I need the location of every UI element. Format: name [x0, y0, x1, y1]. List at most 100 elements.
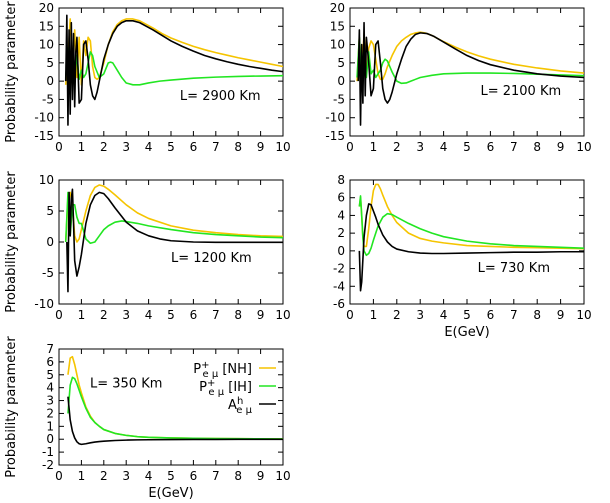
- x-tick-label: 1: [78, 308, 86, 322]
- x-tick-label: 2: [100, 140, 108, 154]
- y-tick-label: 6: [46, 355, 54, 369]
- y-tick-label: -5: [42, 92, 54, 106]
- panel-label: L= 1200 Km: [171, 251, 252, 266]
- y-tick-label: 4: [337, 208, 345, 222]
- x-tick-label: 5: [463, 140, 471, 154]
- y-tick-label: -5: [42, 266, 54, 280]
- y-tick-label: 5: [46, 56, 54, 70]
- y-tick-label: 20: [330, 1, 345, 15]
- series-group: [358, 183, 584, 292]
- x-tick-label: 7: [510, 308, 518, 322]
- x-tick-label: 3: [122, 140, 130, 154]
- panel-label: L= 2900 Km: [180, 89, 261, 104]
- y-tick-label: 10: [39, 38, 54, 52]
- legend-entry-nh: P+ e μ [NH]: [193, 360, 276, 380]
- x-tick-label: 4: [145, 140, 153, 154]
- y-tick-label: -2: [42, 458, 54, 472]
- x-tick-label: 2: [100, 308, 108, 322]
- legend-label-nh: P+ e μ [NH]: [193, 360, 252, 380]
- x-tick-label: 0: [346, 308, 354, 322]
- x-tick-label: 10: [275, 140, 290, 154]
- y-tick-label: 5: [46, 204, 54, 218]
- y-tick-label: -1: [42, 445, 54, 459]
- x-tick-label: 0: [55, 469, 63, 483]
- x-tick-label: 7: [212, 308, 220, 322]
- panel-label: L= 350 Km: [90, 376, 162, 391]
- legend-entry-a: Ah e μ: [228, 396, 276, 416]
- x-tick-label: 3: [416, 140, 424, 154]
- panel-label: L= 730 Km: [478, 261, 550, 276]
- x-axis-label: E(GeV): [148, 486, 193, 501]
- series-line-a: [358, 203, 584, 292]
- series-group: [67, 355, 283, 446]
- series-line-p-nh: [356, 31, 584, 82]
- x-tick-label: 6: [190, 469, 198, 483]
- x-tick-label: 4: [145, 308, 153, 322]
- y-tick-label: 10: [39, 173, 54, 187]
- x-tick-label: 1: [78, 140, 86, 154]
- x-tick-label: 1: [78, 469, 86, 483]
- y-tick-label: 10: [330, 38, 345, 52]
- legend-label-ih: P+ e μ [IH]: [199, 378, 252, 398]
- series-line-a: [64, 14, 283, 126]
- x-tick-label: 9: [557, 308, 565, 322]
- y-tick-label: -10: [34, 111, 54, 125]
- x-tick-label: 10: [576, 140, 591, 154]
- series-line-a: [66, 188, 283, 293]
- x-tick-label: 6: [487, 140, 495, 154]
- x-tick-label: 0: [55, 308, 63, 322]
- legend-label-a: Ah e μ: [228, 396, 253, 416]
- x-tick-label: 10: [275, 308, 290, 322]
- y-tick-label: 15: [39, 19, 54, 33]
- y-axis-label: Probability parameter: [4, 1, 19, 143]
- x-tick-label: 1: [370, 308, 378, 322]
- x-tick-label: 6: [190, 308, 198, 322]
- x-tick-label: 3: [416, 308, 424, 322]
- x-axis-label: E(GeV): [444, 325, 489, 340]
- y-tick-label: -10: [34, 297, 54, 311]
- y-tick-label: -5: [333, 92, 345, 106]
- y-tick-label: 0: [337, 244, 345, 258]
- y-tick-label: -6: [333, 297, 345, 311]
- y-axis-label: Probability parameter: [4, 171, 19, 313]
- y-tick-label: 0: [46, 432, 54, 446]
- x-tick-label: 4: [145, 469, 153, 483]
- x-tick-label: 7: [510, 140, 518, 154]
- y-tick-label: 1: [46, 419, 54, 433]
- series-line-a: [357, 21, 584, 126]
- x-tick-label: 8: [533, 308, 541, 322]
- series-line-p-ih: [64, 191, 283, 245]
- y-tick-label: 5: [337, 56, 345, 70]
- y-axis-label: Probability parameter: [4, 336, 19, 478]
- y-tick-label: -15: [325, 129, 345, 143]
- y-tick-label: -15: [34, 129, 54, 143]
- x-tick-label: 9: [257, 308, 265, 322]
- x-tick-label: 4: [440, 308, 448, 322]
- x-tick-label: 9: [257, 469, 265, 483]
- y-tick-label: 20: [39, 1, 54, 15]
- x-tick-label: 2: [100, 469, 108, 483]
- x-tick-label: 5: [167, 308, 175, 322]
- x-tick-label: 0: [346, 140, 354, 154]
- y-tick-label: 0: [46, 235, 54, 249]
- y-tick-label: 4: [46, 381, 54, 395]
- y-tick-label: 0: [46, 74, 54, 88]
- panel-L730: 0 1 2 3 4 5 6 7 8 9 10 -6 -4 -2 0 2 4 6 8 E(GeV) L= 730 Km: [333, 173, 592, 340]
- panel-label: L= 2100 Km: [480, 84, 561, 99]
- y-tick-label: -10: [325, 111, 345, 125]
- y-tick-label: 8: [337, 173, 345, 187]
- x-tick-label: 8: [234, 308, 242, 322]
- y-tick-label: 15: [330, 19, 345, 33]
- y-tick-label: 0: [337, 74, 345, 88]
- series-line-p-nh: [64, 18, 283, 86]
- legend-entry-ih: P+ e μ [IH]: [199, 378, 276, 398]
- x-tick-label: 8: [533, 140, 541, 154]
- x-tick-label: 3: [122, 308, 130, 322]
- x-tick-label: 1: [370, 140, 378, 154]
- x-tick-label: 6: [190, 140, 198, 154]
- x-tick-label: 5: [463, 308, 471, 322]
- panel-L2100: 0 1 2 3 4 5 6 7 8 9 10 -15 -10 -5 0 5 10 15 20 L= 2100 Km: [325, 1, 591, 154]
- plot-frame: [349, 179, 585, 305]
